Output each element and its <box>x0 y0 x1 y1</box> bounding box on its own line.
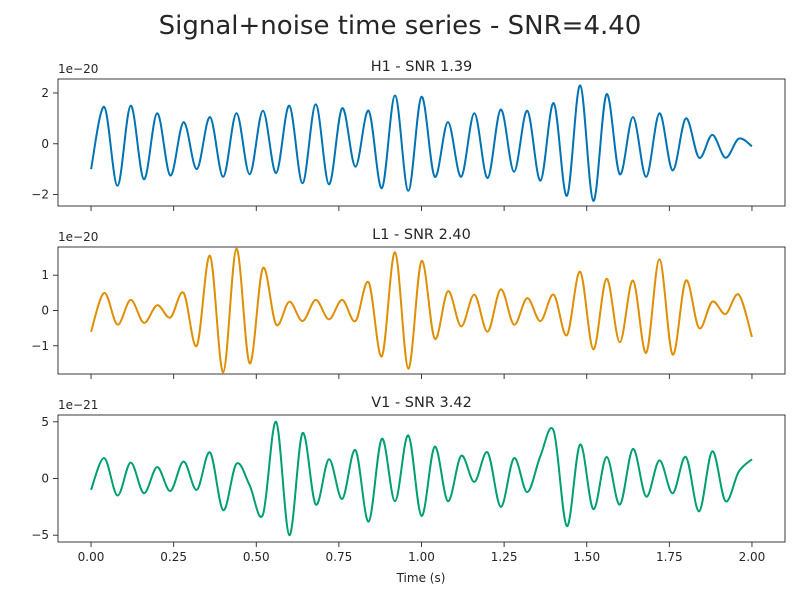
y-tick-label: 2 <box>41 86 49 100</box>
panel-1: H1 - SNR 1.39 1e−20 −2 0 2 <box>31 59 786 211</box>
figure-title: Signal+noise time series - SNR=4.40 <box>159 11 642 41</box>
x-tick-label: 2.00 <box>739 550 766 564</box>
x-tick-label: 1.50 <box>573 550 600 564</box>
x-tick-label: 0.50 <box>243 550 270 564</box>
panel-title: H1 - SNR 1.39 <box>371 59 473 75</box>
x-tick-label: 0.00 <box>78 550 105 564</box>
panel-title: L1 - SNR 2.40 <box>372 227 471 243</box>
y-tick-label: 0 <box>41 137 49 151</box>
x-tick-label: 1.25 <box>491 550 518 564</box>
axes-frame <box>57 78 786 207</box>
y-offset-label: 1e−20 <box>58 230 98 244</box>
y-tick-label: −1 <box>31 339 49 353</box>
x-tick-label: 1.75 <box>656 550 683 564</box>
y-tick-label: 1 <box>41 268 49 282</box>
y-tick-label: −2 <box>31 188 49 202</box>
panels: H1 - SNR 1.39 1e−20 −2 0 2 L1 - SNR 2.40 1e−20… <box>31 59 786 564</box>
x-tick-label: 0.75 <box>326 550 353 564</box>
axes-frame <box>57 414 786 543</box>
y-tick-label: 0 <box>41 304 49 318</box>
x-tick-label: 1.00 <box>408 550 435 564</box>
series-line <box>90 420 753 537</box>
y-tick-label: −5 <box>31 528 49 542</box>
y-offset-label: 1e−21 <box>58 398 98 412</box>
panel-3: V1 - SNR 3.42 1e−21 −5 0 5 0.00 0.25 0.50 0.75 1.… <box>31 395 786 564</box>
x-axis-label: Time (s) <box>396 571 446 585</box>
x-tick-label: 0.25 <box>160 550 187 564</box>
y-offset-label: 1e−20 <box>58 62 98 76</box>
series-line <box>90 247 753 374</box>
y-tick-label: 5 <box>41 415 49 429</box>
y-tick-label: 0 <box>41 472 49 486</box>
series-line <box>90 84 753 202</box>
panel-title: V1 - SNR 3.42 <box>371 395 472 411</box>
panel-2: L1 - SNR 2.40 1e−20 −1 0 1 <box>31 227 786 379</box>
axes-frame <box>57 246 786 375</box>
